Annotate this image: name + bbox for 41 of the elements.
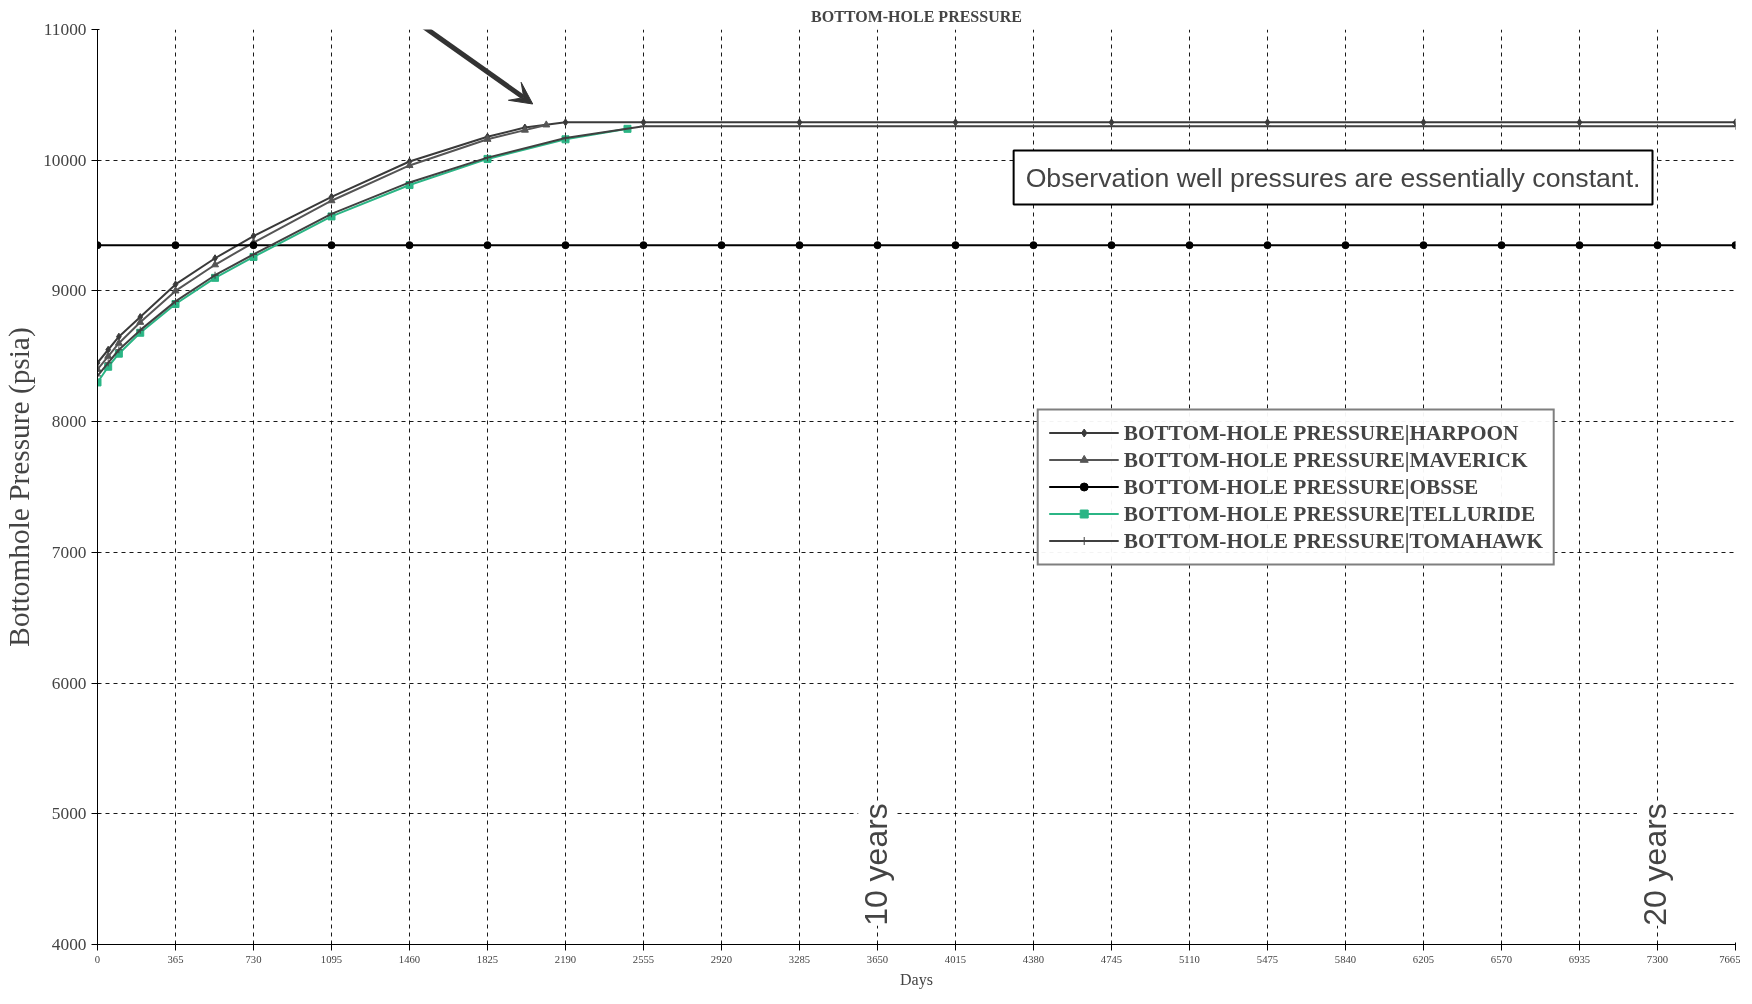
- annotation: 20 years: [1636, 803, 1673, 926]
- y-tick-label: 4000: [51, 935, 87, 954]
- chart-title: BOTTOM-HOLE PRESSURE: [811, 7, 1022, 25]
- y-tick-label: 11000: [43, 20, 87, 39]
- x-tick-label: 365: [167, 953, 184, 965]
- x-tick-label: 3285: [788, 953, 811, 965]
- x-tick-label: 6205: [1412, 953, 1435, 965]
- x-tick-label: 7300: [1646, 953, 1669, 965]
- x-tick-label: 4745: [1100, 953, 1123, 965]
- x-tick-label: 3650: [866, 953, 889, 965]
- y-tick-label: 6000: [51, 673, 87, 693]
- x-tick-label: 5840: [1334, 953, 1357, 965]
- x-tick-label: 730: [245, 953, 262, 965]
- x-tick-label: 7665: [1719, 953, 1741, 965]
- x-tick-label: 4015: [944, 953, 967, 965]
- legend-label: BOTTOM-HOLE PRESSURE|HARPOON: [1123, 420, 1519, 445]
- legend-label: BOTTOM-HOLE PRESSURE|TOMAHAWK: [1123, 528, 1543, 553]
- x-tick-label: 6935: [1568, 953, 1591, 965]
- y-tick-label: 8000: [51, 412, 87, 432]
- annotation: Observation well pressures are essentially constant.: [1025, 162, 1641, 193]
- x-tick-label: 5475: [1256, 953, 1279, 965]
- x-tick-label: 6570: [1490, 953, 1513, 965]
- x-tick-label: 4380: [1022, 953, 1045, 965]
- x-tick-label: 1460: [398, 953, 421, 965]
- x-tick-label: 0: [94, 953, 101, 965]
- x-tick-label: 2555: [632, 953, 655, 965]
- y-tick-label: 7000: [51, 542, 87, 562]
- legend-label: BOTTOM-HOLE PRESSURE|TELLURIDE: [1123, 501, 1536, 526]
- x-tick-label: 1825: [476, 953, 499, 965]
- y-tick-label: 9000: [51, 281, 87, 301]
- y-tick-label: 5000: [51, 804, 87, 824]
- legend-label: BOTTOM-HOLE PRESSURE|MAVERICK: [1123, 447, 1528, 472]
- x-tick-label: 5110: [1179, 953, 1200, 965]
- legend-label: BOTTOM-HOLE PRESSURE|OBSSE: [1123, 474, 1479, 499]
- x-tick-label: 1095: [320, 953, 343, 965]
- annotation: 10 years: [858, 803, 895, 926]
- y-tick-label: 10000: [43, 150, 87, 170]
- x-tick-label: 2920: [710, 953, 733, 965]
- x-axis-title: Days: [900, 970, 933, 989]
- y-axis-title: Bottomhole Pressure (psia): [3, 327, 37, 647]
- x-tick-label: 2190: [554, 953, 577, 965]
